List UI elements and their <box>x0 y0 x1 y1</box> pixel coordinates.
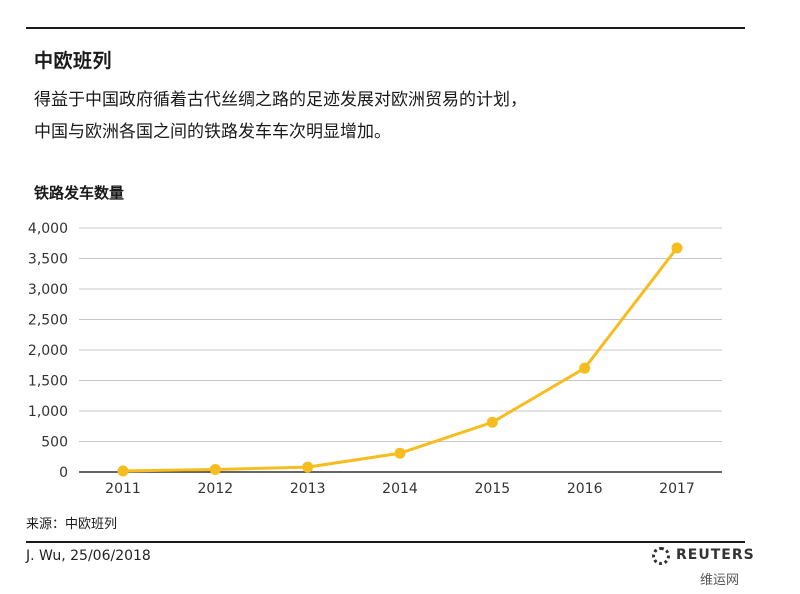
y-tick-label: 3,000 <box>28 282 68 298</box>
series-layer <box>117 242 683 477</box>
reuters-logo: REUTERS <box>652 545 782 569</box>
data-point <box>579 362 591 374</box>
reuters-dots-icon <box>652 547 670 565</box>
data-point <box>117 465 129 477</box>
x-tick-label: 2011 <box>105 481 141 497</box>
y-tick-label: 500 <box>41 435 68 451</box>
x-tick-label: 2013 <box>290 481 326 497</box>
subtitle-line-2: 中国与欧洲各国之间的铁路发车车次明显增加。 <box>34 122 391 142</box>
y-tick-label: 0 <box>59 465 68 481</box>
watermark: 维运网 <box>700 573 740 588</box>
logo-text: REUTERS <box>676 547 755 563</box>
x-tick-labels: 2011 2012 2013 2014 2015 2016 2017 <box>105 481 695 497</box>
data-point <box>394 447 406 459</box>
data-point <box>486 416 498 428</box>
y-tick-label: 3,500 <box>28 252 68 268</box>
data-point <box>671 242 683 254</box>
y-tick-label: 4,000 <box>28 221 68 237</box>
bottom-rule <box>26 541 745 543</box>
subtitle-line-1: 得益于中国政府循着古代丝绸之路的足迹发展对欧洲贸易的计划， <box>34 90 527 110</box>
y-tick-label: 2,500 <box>28 313 68 329</box>
y-tick-label: 1,500 <box>28 374 68 390</box>
y-tick-labels: 0 500 1,000 1,500 2,000 2,500 3,000 3,500 4,000 <box>28 221 68 481</box>
byline: J. Wu, 25/06/2018 <box>26 548 151 564</box>
source-note: 来源：中欧班列 <box>26 517 118 532</box>
y-tick-label: 2,000 <box>28 343 68 359</box>
gridlines <box>79 227 722 473</box>
y-tick-label: 1,000 <box>28 404 68 420</box>
x-tick-label: 2016 <box>567 481 603 497</box>
data-point <box>302 461 314 473</box>
x-tick-label: 2015 <box>475 481 511 497</box>
x-tick-label: 2014 <box>382 481 418 497</box>
series-line <box>122 247 679 473</box>
x-tick-label: 2017 <box>659 481 695 497</box>
x-tick-label: 2012 <box>198 481 234 497</box>
data-point <box>209 463 221 475</box>
chart-title: 中欧班列 <box>34 50 113 72</box>
y-axis-label: 铁路发车数量 <box>34 184 125 202</box>
top-rule <box>26 27 745 29</box>
